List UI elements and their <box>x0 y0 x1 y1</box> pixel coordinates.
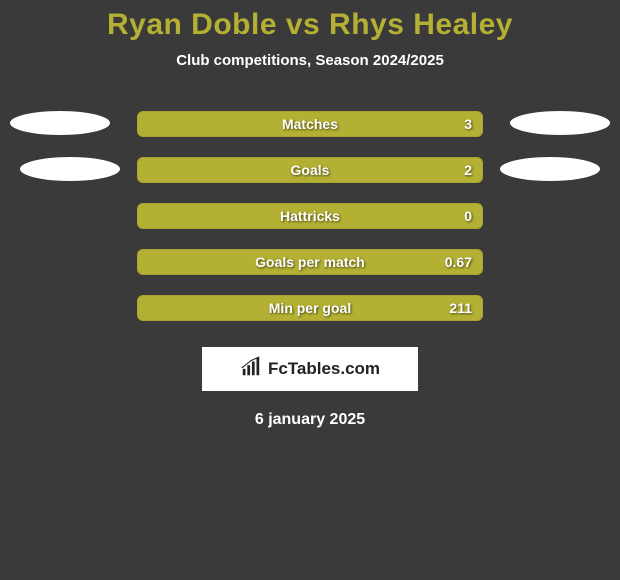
brand-badge: FcTables.com <box>202 347 418 391</box>
player-left-marker <box>10 111 110 135</box>
player-right-marker <box>510 111 610 135</box>
date-label: 6 january 2025 <box>0 411 620 429</box>
stat-label: Goals per match <box>138 254 482 270</box>
stat-label: Matches <box>138 116 482 132</box>
stat-bar: Hattricks 0 <box>137 203 483 229</box>
stat-label: Min per goal <box>138 300 482 316</box>
comparison-card: Ryan Doble vs Rhys Healey Club competiti… <box>0 0 620 429</box>
stat-value: 3 <box>464 116 472 132</box>
stat-bar: Goals per match 0.67 <box>137 249 483 275</box>
stat-row: Hattricks 0 <box>0 203 620 229</box>
stat-row: Min per goal 211 <box>0 295 620 321</box>
stat-bar: Goals 2 <box>137 157 483 183</box>
bar-chart-icon <box>240 356 262 383</box>
stat-value: 2 <box>464 162 472 178</box>
stats-list: Matches 3 Goals 2 Hattricks 0 Goals per … <box>0 111 620 321</box>
stat-bar: Matches 3 <box>137 111 483 137</box>
player-left-marker <box>20 157 120 181</box>
page-title: Ryan Doble vs Rhys Healey <box>0 8 620 42</box>
stat-value: 211 <box>449 300 472 316</box>
stat-row: Goals per match 0.67 <box>0 249 620 275</box>
player-right-marker <box>500 157 600 181</box>
stat-label: Hattricks <box>138 208 482 224</box>
stat-row: Goals 2 <box>0 157 620 183</box>
stat-value: 0.67 <box>445 254 472 270</box>
stat-value: 0 <box>464 208 472 224</box>
stat-row: Matches 3 <box>0 111 620 137</box>
subtitle: Club competitions, Season 2024/2025 <box>0 52 620 69</box>
brand-text: FcTables.com <box>268 359 380 379</box>
stat-label: Goals <box>138 162 482 178</box>
stat-bar: Min per goal 211 <box>137 295 483 321</box>
